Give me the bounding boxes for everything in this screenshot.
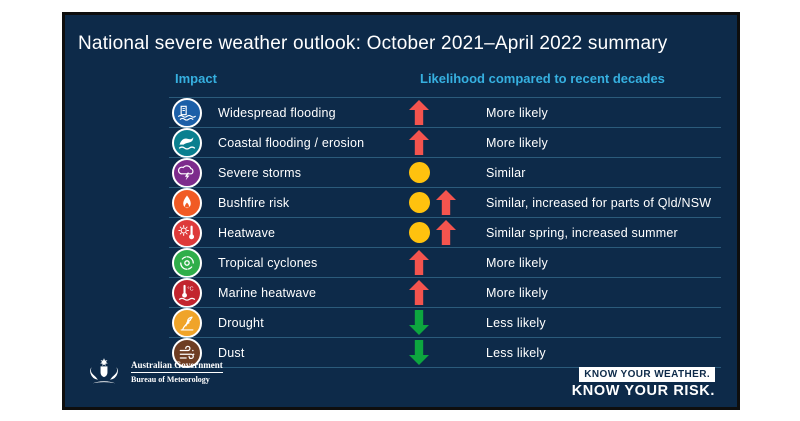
likelihood-indicators <box>409 278 429 307</box>
severe-storms-icon <box>172 157 202 188</box>
likelihood-label: More likely <box>486 135 548 150</box>
likelihood-indicators <box>409 248 429 277</box>
down-arrow-indicator <box>409 310 429 335</box>
impact-label: Widespread flooding <box>218 105 336 120</box>
impact-label: Marine heatwave <box>218 285 317 300</box>
slide: National severe weather outlook: October… <box>62 12 740 410</box>
gov-line2: Bureau of Meteorology <box>131 375 210 384</box>
impact-label: Drought <box>218 315 264 330</box>
likelihood-indicators <box>409 158 430 187</box>
impact-column-header: Impact <box>175 71 217 86</box>
drought-icon <box>172 307 202 338</box>
down-arrow-indicator <box>409 340 429 365</box>
likelihood-indicators <box>409 218 456 247</box>
likelihood-indicators <box>409 188 456 217</box>
impact-label: Coastal flooding / erosion <box>218 135 365 150</box>
up-arrow-indicator <box>409 280 429 305</box>
impact-label: Dust <box>218 345 245 360</box>
similar-circle-indicator <box>409 162 430 183</box>
up-arrow-indicator <box>436 220 456 245</box>
likelihood-label: Similar <box>486 165 526 180</box>
up-arrow-indicator <box>409 100 429 125</box>
likelihood-indicators <box>409 128 429 157</box>
table-row: Coastal flooding / erosion More likely <box>169 127 721 158</box>
similar-circle-indicator <box>409 222 430 243</box>
table-row: Bushfire risk Similar, increased for par… <box>169 187 721 218</box>
impact-label: Bushfire risk <box>218 195 290 210</box>
table-row: Dust Less likely <box>169 337 721 368</box>
dust-icon <box>172 337 202 368</box>
similar-circle-indicator <box>409 192 430 213</box>
australian-government-logo: Australian Government Bureau of Meteorol… <box>85 357 223 387</box>
likelihood-label: Less likely <box>486 345 546 360</box>
table-row: Drought Less likely <box>169 307 721 338</box>
likelihood-indicators <box>409 98 429 127</box>
tropical-cyclone-icon <box>172 247 202 278</box>
outlook-table: Widespread flooding More likely Coastal … <box>169 97 721 368</box>
likelihood-label: More likely <box>486 105 548 120</box>
table-row: Severe storms Similar <box>169 157 721 188</box>
likelihood-indicators <box>409 338 429 367</box>
likelihood-label: More likely <box>486 255 548 270</box>
impact-label: Tropical cyclones <box>218 255 318 270</box>
table-row: °C Marine heatwave More likely <box>169 277 721 308</box>
tagline-risk-text: KNOW YOUR RISK. <box>571 383 715 399</box>
gov-line1: Australian Government <box>131 360 223 370</box>
table-row: Widespread flooding More likely <box>169 97 721 128</box>
impact-label: Severe storms <box>218 165 302 180</box>
coat-of-arms-icon <box>90 358 118 384</box>
gov-divider <box>131 372 223 373</box>
coastal-flooding-icon <box>172 127 202 158</box>
heatwave-icon <box>172 217 202 248</box>
up-arrow-indicator <box>436 190 456 215</box>
likelihood-label: Similar spring, increased summer <box>486 225 678 240</box>
up-arrow-indicator <box>409 250 429 275</box>
svg-text:°C: °C <box>187 286 193 292</box>
likelihood-label: Similar, increased for parts of Qld/NSW <box>486 195 712 210</box>
tagline-weather-badge: KNOW YOUR WEATHER. <box>579 367 715 382</box>
likelihood-label: Less likely <box>486 315 546 330</box>
likelihood-label: More likely <box>486 285 548 300</box>
page-title: National severe weather outlook: October… <box>78 33 668 54</box>
table-row: Tropical cyclones More likely <box>169 247 721 278</box>
impact-label: Heatwave <box>218 225 276 240</box>
marine-heatwave-icon: °C <box>172 277 202 308</box>
likelihood-column-header: Likelihood compared to recent decades <box>420 71 665 86</box>
tagline: KNOW YOUR WEATHER. KNOW YOUR RISK. <box>572 364 715 399</box>
widespread-flooding-icon <box>172 97 202 128</box>
bushfire-icon <box>172 187 202 218</box>
table-row: Heatwave Similar spring, increased summe… <box>169 217 721 248</box>
up-arrow-indicator <box>409 130 429 155</box>
likelihood-indicators <box>409 308 429 337</box>
